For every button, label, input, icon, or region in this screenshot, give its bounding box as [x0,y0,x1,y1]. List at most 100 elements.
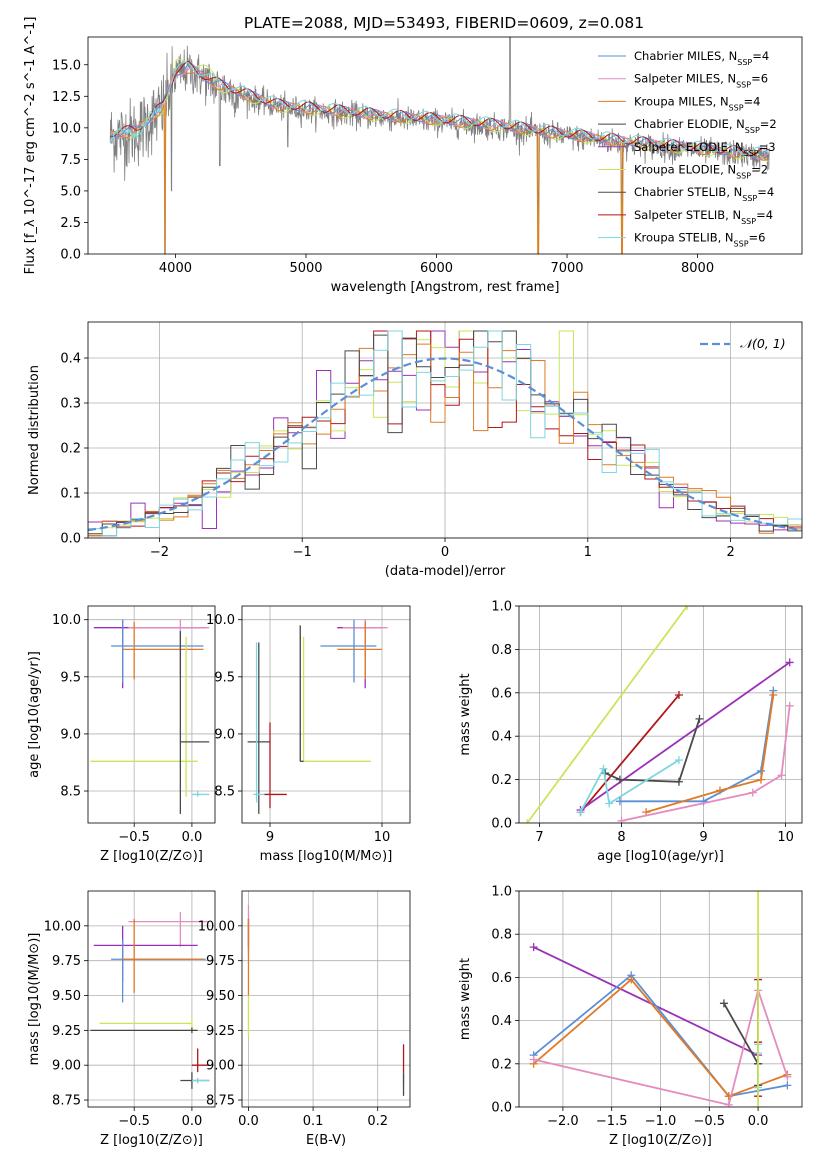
x-axis-label: Z [log10(Z/Z⊙)] [100,1133,203,1148]
x-tick-label: 6000 [420,261,453,276]
series-marker [683,606,692,610]
x-tick-label: 0.0 [182,830,203,845]
x-tick-label: 2 [726,545,734,560]
series-line [723,1002,759,1086]
y-tick-label: 0.0 [60,248,81,263]
panel-mass_vs_Z: −0.5 0.0 8.75 9.00 9.25 9.50 9.75 10.00 Z [log10… [27,890,216,1148]
series-marker [695,714,704,723]
series-marker [754,891,763,895]
histogram-kroupa_stelib [88,330,802,538]
normal-curve [88,357,802,532]
y-tick-label: 10.0 [52,121,81,136]
x-axis-label: E(B-V) [306,1133,346,1148]
y-tick-label: 0.0 [60,532,81,547]
series-marker [523,819,532,823]
x-tick-label: 9 [699,830,707,845]
legend-label: Kroupa STELIB, NSSP=6 [634,231,765,249]
x-tick-label: 4000 [159,261,192,276]
y-tick-label: 0.1 [60,487,81,502]
x-tick-label: 0.0 [748,1114,769,1129]
x-tick-label: 7000 [550,261,583,276]
series-marker [529,1055,538,1064]
figure-title: PLATE=2088, MJD=53493, FIBERID=0609, z=0… [244,14,644,32]
y-tick-label: 1.0 [491,600,512,615]
panel-weight_vs_Z: −2.0 −1.5 −1.0 −0.5 0.0 0.0 0.2 0.4 0.6 0.8 1.0 Z [… [458,885,803,1148]
y-tick-label: 10.00 [198,919,235,934]
y-tick-label: 8.5 [60,785,81,800]
series-marker [715,786,724,795]
series-marker [754,1103,763,1107]
x-tick-label: 0 [441,545,449,560]
model-salpeter_stelib [110,60,770,157]
series-marker [783,1072,792,1081]
series-marker [599,764,608,773]
x-tick-label: 8000 [681,261,714,276]
plot-area-mass_vs_ebv [242,891,410,1107]
series-line [604,718,701,783]
y-tick-label: 0.3 [60,397,81,412]
axes-frame [87,36,803,255]
y-tick-label: 0.2 [491,773,512,788]
y-tick-label: 2.5 [60,216,81,231]
series-line [621,705,791,822]
x-tick-label: 7 [535,830,543,845]
legend-label: Salpeter STELIB, NSSP=4 [634,208,773,226]
y-tick-label: 9.50 [52,989,81,1004]
series-marker [615,797,624,806]
x-tick-label: 10 [374,830,391,845]
y-tick-label: 9.75 [206,954,235,969]
series-marker [785,658,794,667]
y-axis-label: Normed distribution [27,365,42,495]
series-marker [783,1081,792,1090]
x-tick-label: 10 [777,830,794,845]
plot-area-residuals [88,322,802,538]
panel-residuals: −2 −1 0 1 2 0.0 0.1 0.2 0.3 0.4 (data-model)/error… [27,321,803,579]
x-tick-label: −0.5 [118,830,150,845]
x-tick-label: 8 [617,830,625,845]
y-tick-label: 5.0 [60,184,81,199]
x-tick-label: −1 [293,545,312,560]
x-tick-label: −2 [150,545,169,560]
plot-area-weight_vs_age [519,606,802,823]
plot-area-spectrum [109,37,770,254]
y-tick-label: 10.0 [206,613,235,628]
series-marker [529,943,538,952]
x-axis-label: Z [log10(Z/Z⊙)] [609,1133,712,1148]
series-line [619,690,775,803]
y-tick-label: 9.5 [60,670,81,685]
axes-frame [241,890,411,1108]
y-tick-label: 9.00 [206,1059,235,1074]
y-tick-label: 9.0 [214,727,235,742]
series-line [645,694,775,814]
x-tick-label: 0.1 [303,1114,324,1129]
panel-spectrum: 4000 5000 6000 7000 8000 0.0 2.5 5.0 7.5 10.0 12.5… [23,17,803,295]
y-tick-label: 9.5 [214,670,235,685]
x-tick-label: −0.5 [118,1114,150,1129]
axes-frame [87,605,216,824]
panel-age_vs_Z: −0.5 0.0 8.5 9.0 9.5 10.0 Z [log10(Z/Z⊙)] age [… [27,605,216,864]
y-tick-label: 1.0 [491,885,512,900]
x-axis-label: mass [log10(M/M⊙)] [260,849,393,864]
series-marker [756,775,765,784]
series-marker [719,999,728,1008]
y-tick-label: 9.25 [206,1024,235,1039]
y-axis-label: age [log10(age/yr)] [27,651,42,778]
y-tick-label: 9.75 [52,954,81,969]
series-line [580,661,791,811]
series-marker [777,771,786,780]
series-line [533,946,759,1056]
series-marker [724,1100,733,1107]
legend-label: Salpeter ELODIE, NSSP=3 [634,140,776,158]
series-marker [576,808,585,817]
plot-area-mass_vs_Z [88,891,215,1107]
x-axis-label: wavelength [Angstrom, rest frame] [331,280,560,295]
series-marker [674,756,683,765]
y-tick-label: 9.0 [60,727,81,742]
y-axis-label: mass weight [458,958,473,1040]
y-axis-label: Flux [f_λ 10^-17 erg cm^-2 s^-1 A^-1] [23,17,38,275]
series-line [579,694,680,813]
series-line [533,987,789,1106]
series-marker [674,777,683,786]
x-tick-label: 0.2 [367,1114,388,1129]
